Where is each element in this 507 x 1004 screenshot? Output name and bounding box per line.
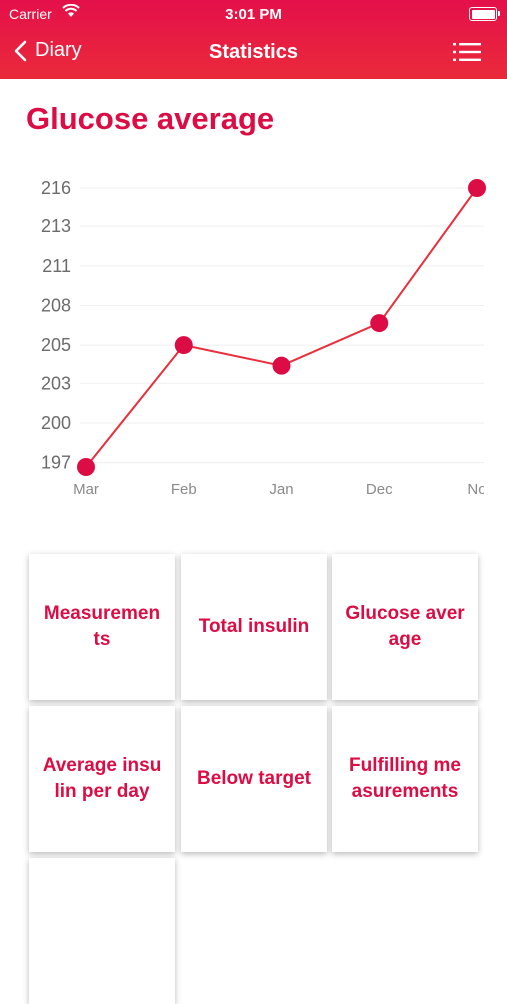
statistics-tile[interactable]: Fulfilling measurements [332,706,478,852]
statistics-tile-label: Below target [196,768,312,789]
battery-icon [469,7,500,21]
statistics-tile[interactable]: Measurements [29,554,175,700]
carrier-label: Carrier [9,6,52,22]
header-bar: Carrier 3:01 PM Diary Statistics [0,0,507,79]
statistics-tile[interactable]: Total insulin [181,554,327,700]
statistics-tile-label: Total insulin [198,616,310,637]
x-tick-label: Feb [171,481,197,498]
data-point [370,314,389,333]
y-tick-label: 216 [41,178,71,198]
x-tick-label: Mar [73,481,99,498]
statistics-tile-label: Fulfilling measurements [349,755,461,802]
list-menu-button[interactable] [453,42,481,67]
x-tick-label: No [467,481,486,498]
statistics-tile[interactable]: Average insulin per day [29,706,175,852]
statistics-tile[interactable]: Glucose average [332,554,478,700]
y-tick-label: 200 [41,413,71,433]
x-tick-label: Jan [269,481,293,498]
back-button[interactable]: Diary [14,39,82,62]
y-tick-label: 208 [41,295,71,315]
y-tick-label: 213 [41,216,71,236]
series-line [85,187,478,468]
statistics-tile-label: Glucose average [345,603,465,650]
y-tick-label: 211 [42,256,71,276]
y-tick-label: 197 [41,453,71,473]
edge-mask [484,478,507,503]
status-bar: Carrier 3:01 PM [0,0,507,30]
y-tick-label: 205 [41,335,71,355]
nav-title: Statistics [209,41,298,63]
statistics-tile[interactable]: Below target [181,706,327,852]
data-point [468,179,486,197]
statistics-tile-label: Measurements [43,603,161,650]
back-button-label: Diary [35,39,82,61]
statistics-tile-label: Average insulin per day [42,755,162,802]
wifi-icon [62,3,80,22]
data-point [272,356,291,375]
x-tick-label: Dec [366,481,393,498]
data-point [77,458,95,476]
y-tick-label: 203 [41,373,71,393]
data-point [174,336,193,355]
page-title: Glucose average [26,101,275,136]
statistics-tile[interactable] [29,858,175,1004]
clock-time: 3:01 PM [225,6,282,23]
navigation-bar: Diary Statistics [0,37,507,69]
chevron-left-icon [14,40,27,61]
list-icon [453,43,481,61]
